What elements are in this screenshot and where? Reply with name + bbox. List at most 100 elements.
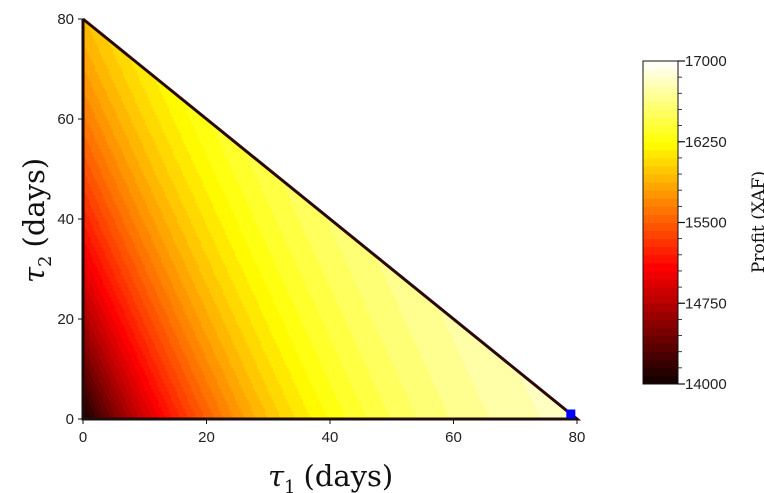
contour-cell: [89, 35, 92, 38]
contour-cell: [93, 397, 96, 400]
contour-cell: [85, 359, 88, 362]
contour-cell: [89, 375, 92, 378]
contour-cell: [85, 241, 88, 244]
contour-cell: [91, 381, 94, 384]
contour-cell: [93, 41, 96, 44]
contour-cell: [91, 265, 94, 268]
contour-cell: [89, 271, 92, 274]
contour-cell: [87, 247, 90, 250]
contour-cell: [89, 393, 92, 396]
contour-cell: [87, 407, 90, 410]
contour-cell: [85, 353, 88, 356]
contour-cell: [89, 85, 92, 88]
contour-cell: [95, 247, 98, 250]
contour-cell: [85, 187, 88, 190]
contour-cell: [131, 53, 134, 56]
contour-cell: [91, 349, 94, 352]
contour-cell: [91, 199, 94, 202]
contour-cell: [89, 69, 92, 72]
contour-cell: [87, 211, 90, 214]
contour-cell: [87, 99, 90, 102]
contour-cell: [89, 109, 92, 112]
contour-cell: [93, 275, 96, 278]
contour-cell: [87, 39, 90, 42]
contour-cell: [93, 225, 96, 228]
contour-cell: [93, 145, 96, 148]
contour-cell: [89, 241, 92, 244]
contour-cell: [95, 151, 98, 154]
contour-cell: [85, 199, 88, 202]
contour-cell: [87, 307, 90, 310]
contour-cell: [95, 245, 98, 248]
contour-cell: [91, 397, 94, 400]
contour-cell: [93, 37, 96, 40]
contour-cell: [85, 201, 88, 204]
contour-cell: [93, 313, 96, 316]
contour-cell: [93, 409, 96, 412]
contour-cell: [93, 229, 96, 232]
contour-cell: [95, 75, 98, 78]
contour-cell: [93, 245, 96, 248]
contour-cell: [87, 321, 90, 324]
contour-cell: [89, 53, 92, 56]
contour-cell: [89, 263, 92, 266]
contour-cell: [91, 293, 94, 296]
contour-cell: [89, 137, 92, 140]
contour-cell: [129, 51, 132, 54]
contour-cell: [95, 107, 98, 110]
contour-cell: [93, 201, 96, 204]
contour-cell: [93, 143, 96, 146]
contour-cell: [89, 113, 92, 116]
contour-cell: [93, 401, 96, 404]
contour-cell: [85, 81, 88, 84]
contour-cell: [85, 205, 88, 208]
contour-cell: [93, 119, 96, 122]
contour-cell: [93, 269, 96, 272]
contour-cell: [87, 95, 90, 98]
contour-cell: [87, 317, 90, 320]
contour-cell: [95, 77, 98, 80]
contour-cell: [93, 99, 96, 102]
contour-cell: [85, 379, 88, 382]
contour-cell: [87, 277, 90, 280]
contour-cell: [91, 81, 94, 84]
contour-cell: [91, 125, 94, 128]
contour-cell: [89, 37, 92, 40]
contour-cell: [91, 131, 94, 134]
contour-cell: [91, 177, 94, 180]
contour-cell: [93, 123, 96, 126]
contour-cell: [93, 205, 96, 208]
contour-cell: [89, 205, 92, 208]
contour-cell: [133, 53, 136, 56]
contour-cell: [91, 271, 94, 274]
contour-cell: [87, 127, 90, 130]
contour-cell: [93, 403, 96, 406]
contour-cell: [85, 93, 88, 96]
contour-cell: [87, 81, 90, 84]
contour-cell: [89, 145, 92, 148]
contour-cell: [91, 401, 94, 404]
contour-cell: [85, 67, 88, 70]
contour-cell: [85, 133, 88, 136]
contour-cell: [91, 171, 94, 174]
contour-cell: [87, 197, 90, 200]
contour-cell: [129, 49, 132, 52]
contour-cell: [93, 263, 96, 266]
contour-cell: [95, 221, 98, 224]
contour-cell: [91, 161, 94, 164]
contour-cell: [89, 365, 92, 368]
contour-cell: [93, 57, 96, 60]
contour-cell: [125, 47, 128, 50]
contour-cell: [93, 415, 96, 418]
contour-cell: [93, 181, 96, 184]
contour-cell: [85, 175, 88, 178]
contour-cell: [93, 307, 96, 310]
contour-cell: [89, 409, 92, 412]
contour-cell: [89, 209, 92, 212]
contour-cell: [89, 49, 92, 52]
contour-cell: [89, 261, 92, 264]
contour-cell: [85, 245, 88, 248]
contour-cell: [85, 237, 88, 240]
contour-cell: [87, 301, 90, 304]
contour-cell: [89, 281, 92, 284]
